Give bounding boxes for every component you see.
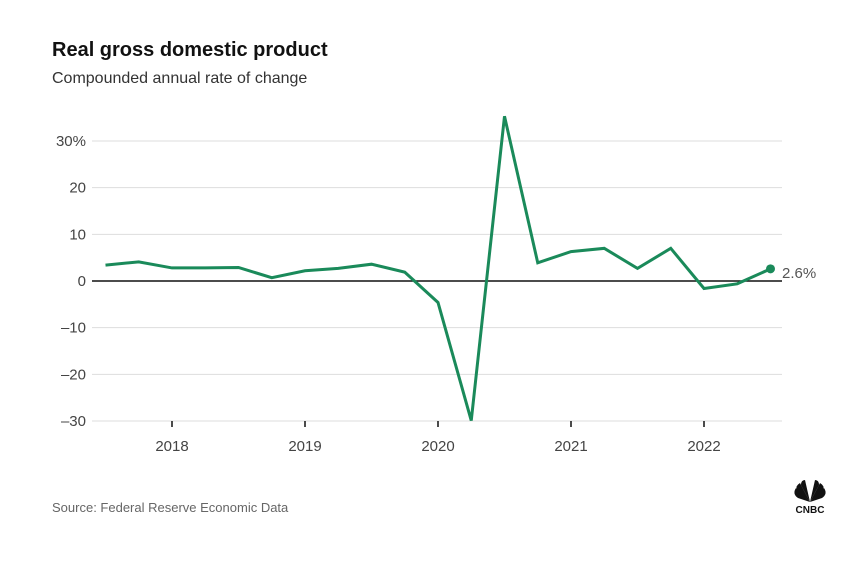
chart-subtitle: Compounded annual rate of change (52, 70, 307, 87)
grid (92, 140, 782, 422)
x-tick-label: 2022 (687, 438, 720, 455)
y-tick-label: 30% (56, 133, 86, 150)
y-tick-label: –30 (61, 413, 86, 430)
end-value-label: 2.6% (782, 265, 816, 282)
x-tick-label: 2021 (554, 438, 587, 455)
x-tick-label: 2018 (155, 438, 188, 455)
series-line (105, 115, 772, 421)
source-note: Source: Federal Reserve Economic Data (52, 500, 289, 515)
y-tick-label: 10 (69, 226, 86, 243)
end-point-marker (766, 264, 775, 274)
cnbc-logo: CNBC (794, 480, 826, 516)
y-tick-label: 20 (69, 180, 86, 197)
chart-title: Real gross domestic product (52, 39, 328, 61)
logo-text: CNBC (796, 505, 825, 516)
y-tick-label: –20 (61, 366, 86, 383)
x-axis: 2018 2019 2020 2021 2022 (155, 421, 721, 455)
y-tick-label: –10 (61, 320, 86, 337)
x-tick-label: 2020 (421, 438, 454, 455)
series-gdp (105, 115, 775, 421)
y-tick-label: 0 (78, 273, 86, 290)
x-tick-label: 2019 (288, 438, 321, 455)
y-axis: 30% 20 10 0 –10 –20 –30 (56, 133, 86, 430)
